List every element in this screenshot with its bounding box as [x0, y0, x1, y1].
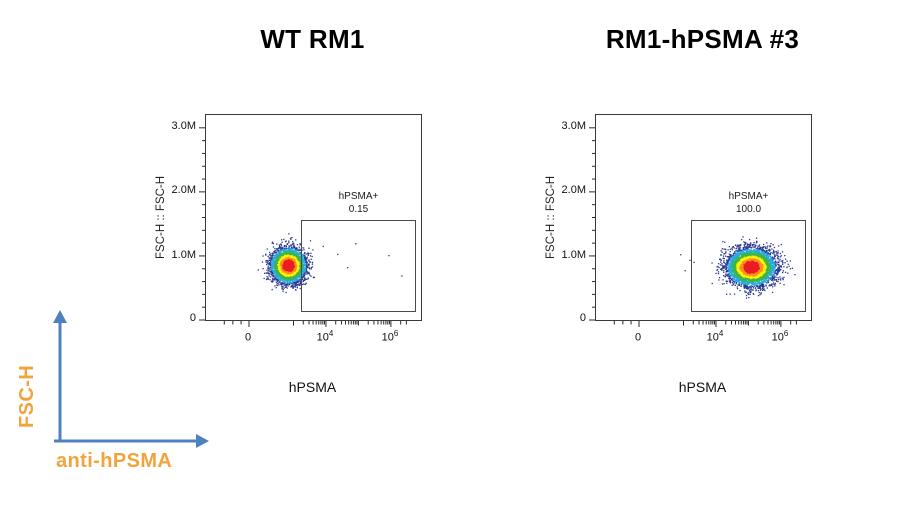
- x-tick-label: 104: [317, 329, 334, 344]
- x-tick-label: 106: [772, 329, 789, 344]
- x-axis-tick-labels: 0 104 106: [205, 321, 420, 347]
- gate-percentage: 0.15: [348, 204, 369, 215]
- y-tick-label: 0: [189, 312, 196, 324]
- x-tick-label: 0: [245, 329, 251, 344]
- y-axis-tick-labels: 3.0M 2.0M 1.0M 0: [169, 114, 205, 324]
- x-tick-base: 10: [771, 331, 784, 344]
- axis-key-y-label: FSC-H: [16, 364, 38, 428]
- x-tick-base: 0: [634, 331, 642, 344]
- plot-area: FSC-H :: FSC-H 3.0M 2.0M 1.0M 0 hPSMA+ 1…: [543, 114, 812, 327]
- gate-caption: hPSMA+ 100.0: [729, 190, 769, 216]
- y-axis-tick-labels: 3.0M 2.0M 1.0M 0: [559, 114, 595, 324]
- plot-box: hPSMA+ 100.0: [589, 114, 812, 327]
- density-scatter-canvas: [596, 115, 811, 320]
- density-scatter-canvas: [206, 115, 421, 320]
- y-tick-label: 2.0M: [561, 184, 586, 196]
- panel-rm1-hpsma-3: RM1-hPSMA #3 FSC-H :: FSC-H 3.0M 2.0M 1.…: [543, 22, 812, 395]
- x-tick-base: 0: [244, 331, 252, 344]
- gate-name: hPSMA+: [338, 191, 379, 202]
- x-tick-exponent: 6: [393, 329, 399, 338]
- x-axis-title: hPSMA: [678, 379, 727, 395]
- x-tick-exponent: 4: [328, 329, 334, 338]
- panel-title: WT RM1: [260, 24, 365, 54]
- y-axis-label: FSC-H :: FSC-H: [155, 175, 167, 260]
- x-axis-title: hPSMA: [288, 379, 337, 395]
- horizontal-arrow-head: [196, 434, 209, 448]
- x-axis-tick-labels: 0 104 106: [595, 321, 810, 347]
- gate-rect: [301, 220, 416, 312]
- vertical-arrow-head: [53, 310, 67, 323]
- x-tick-label: 0: [635, 329, 641, 344]
- y-tick-label: 1.0M: [171, 249, 196, 261]
- gate-rect: [691, 220, 806, 312]
- gate-caption: hPSMA+ 0.15: [339, 190, 379, 216]
- gate-percentage: 100.0: [735, 204, 762, 215]
- x-tick-label: 106: [382, 329, 399, 344]
- y-tick-label: 0: [579, 312, 586, 324]
- y-tick-label: 1.0M: [561, 249, 586, 261]
- y-tick-label: 3.0M: [561, 120, 586, 132]
- x-tick-base: 10: [381, 331, 394, 344]
- panel-title: RM1-hPSMA #3: [605, 24, 800, 54]
- panel-wt-rm1: WT RM1 FSC-H :: FSC-H 3.0M 2.0M 1.0M 0 h…: [153, 22, 422, 395]
- plot-box: hPSMA+ 0.15: [199, 114, 422, 327]
- gate-name: hPSMA+: [728, 191, 769, 202]
- x-tick-base: 10: [316, 331, 329, 344]
- y-tick-label: 2.0M: [171, 184, 196, 196]
- x-tick-base: 10: [706, 331, 719, 344]
- y-tick-label: 3.0M: [171, 120, 196, 132]
- x-tick-exponent: 6: [783, 329, 789, 338]
- y-axis-label: FSC-H :: FSC-H: [545, 175, 557, 260]
- x-tick-label: 104: [707, 329, 724, 344]
- axis-key-x-label: anti-hPSMA: [56, 450, 173, 472]
- x-tick-exponent: 4: [718, 329, 724, 338]
- plot-area: FSC-H :: FSC-H 3.0M 2.0M 1.0M 0 hPSMA+ 0…: [153, 114, 422, 327]
